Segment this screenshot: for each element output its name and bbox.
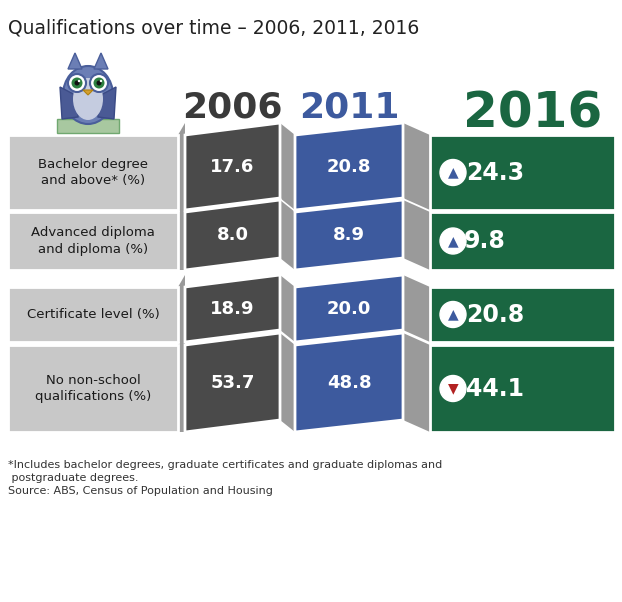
Polygon shape: [280, 275, 295, 342]
Text: *Includes bachelor degrees, graduate certificates and graduate diplomas and: *Includes bachelor degrees, graduate cer…: [8, 460, 442, 470]
Polygon shape: [280, 333, 295, 432]
Polygon shape: [94, 53, 108, 69]
Circle shape: [440, 302, 466, 327]
Polygon shape: [92, 109, 108, 119]
Bar: [430, 135, 615, 210]
Bar: [8, 135, 178, 210]
Polygon shape: [185, 275, 280, 342]
Polygon shape: [60, 87, 79, 119]
Polygon shape: [185, 333, 280, 432]
Polygon shape: [83, 90, 93, 95]
Circle shape: [96, 81, 101, 85]
Text: Certificate level (%): Certificate level (%): [27, 308, 159, 321]
Circle shape: [90, 74, 108, 92]
Text: 2016: 2016: [463, 90, 602, 138]
Polygon shape: [68, 109, 84, 119]
Text: 24.3: 24.3: [466, 161, 524, 184]
Ellipse shape: [63, 66, 113, 124]
Bar: [8, 345, 178, 432]
Polygon shape: [185, 123, 280, 210]
Text: 8.9: 8.9: [333, 226, 365, 244]
Polygon shape: [97, 87, 116, 119]
Circle shape: [78, 80, 80, 82]
Circle shape: [72, 78, 83, 88]
Circle shape: [440, 160, 466, 185]
Polygon shape: [68, 53, 82, 69]
Polygon shape: [280, 200, 295, 270]
Text: 2011: 2011: [299, 90, 399, 124]
Ellipse shape: [73, 78, 103, 120]
Circle shape: [440, 376, 466, 402]
Bar: [430, 212, 615, 270]
Text: 48.8: 48.8: [327, 373, 371, 391]
Text: 18.9: 18.9: [210, 300, 255, 317]
Polygon shape: [295, 333, 403, 432]
Text: postgraduate degrees.: postgraduate degrees.: [8, 473, 139, 483]
Text: ▲: ▲: [448, 308, 458, 321]
Text: 8.0: 8.0: [216, 226, 249, 244]
Text: 17.6: 17.6: [210, 158, 254, 176]
Circle shape: [440, 228, 466, 254]
Polygon shape: [403, 123, 430, 210]
Bar: [8, 287, 178, 342]
Polygon shape: [295, 123, 403, 210]
Text: Advanced diploma
and diploma (%): Advanced diploma and diploma (%): [31, 226, 155, 256]
Text: Bachelor degree
and above* (%): Bachelor degree and above* (%): [38, 158, 148, 187]
Polygon shape: [403, 333, 430, 432]
Polygon shape: [403, 275, 430, 342]
Text: No non-school
qualifications (%): No non-school qualifications (%): [35, 374, 151, 403]
Text: 20.8: 20.8: [466, 302, 524, 326]
Text: 2006: 2006: [182, 90, 283, 124]
Polygon shape: [280, 123, 295, 210]
Text: 20.8: 20.8: [327, 158, 371, 176]
Text: 44.1: 44.1: [466, 376, 524, 400]
Bar: [8, 212, 178, 270]
Bar: [430, 345, 615, 432]
Text: 9.8: 9.8: [464, 229, 506, 253]
Polygon shape: [185, 200, 280, 270]
Text: ▼: ▼: [448, 382, 458, 396]
Polygon shape: [178, 333, 185, 432]
Text: 53.7: 53.7: [210, 373, 254, 391]
Bar: [430, 287, 615, 342]
Bar: [57, 119, 119, 133]
Polygon shape: [403, 200, 430, 270]
Circle shape: [75, 81, 80, 85]
Text: 20.0: 20.0: [327, 300, 371, 317]
Circle shape: [68, 74, 86, 92]
Text: Source: ABS, Census of Population and Housing: Source: ABS, Census of Population and Ho…: [8, 486, 273, 496]
Text: ▲: ▲: [448, 166, 458, 179]
Polygon shape: [178, 200, 185, 270]
Polygon shape: [178, 123, 185, 210]
Polygon shape: [295, 200, 403, 270]
Circle shape: [93, 78, 104, 88]
Circle shape: [100, 80, 102, 82]
Text: ▲: ▲: [448, 234, 458, 248]
Polygon shape: [178, 275, 185, 342]
Text: Qualifications over time – 2006, 2011, 2016: Qualifications over time – 2006, 2011, 2…: [8, 18, 419, 37]
Polygon shape: [295, 275, 403, 342]
